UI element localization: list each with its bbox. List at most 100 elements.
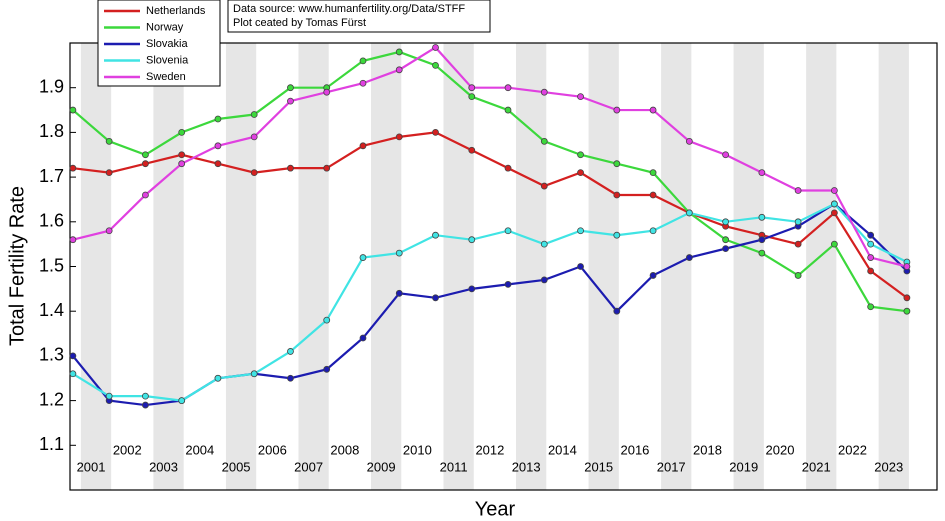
point <box>142 392 149 400</box>
point <box>178 128 186 136</box>
point <box>69 236 77 244</box>
annotation-box <box>227 0 491 33</box>
point <box>758 249 766 257</box>
x-tick-label: 2008 <box>330 442 359 457</box>
point <box>395 289 403 297</box>
point <box>577 169 584 177</box>
x-tick-label: 2010 <box>403 442 432 457</box>
x-tick-label: 2003 <box>149 459 178 474</box>
point <box>830 209 838 217</box>
x-tick-label: 2004 <box>185 442 214 457</box>
x-tick-label: 2002 <box>113 442 142 457</box>
point <box>395 133 403 141</box>
point <box>323 88 331 96</box>
x-tick-label: 2015 <box>584 459 613 474</box>
point <box>359 254 367 261</box>
year-band <box>80 43 112 490</box>
point <box>359 142 367 150</box>
legend-label: Norway <box>146 21 184 33</box>
point <box>250 133 258 141</box>
point <box>830 187 838 194</box>
point <box>142 151 149 159</box>
x-tick-label: 2007 <box>294 459 323 474</box>
point <box>323 164 331 172</box>
legend: Netherlands Norway Slovakia Slovenia Sweden <box>97 0 221 87</box>
point <box>613 191 621 199</box>
x-tick-label: 2017 <box>657 459 686 474</box>
point <box>395 48 403 56</box>
point <box>540 276 548 284</box>
y-tick-label: 1.1 <box>39 434 64 454</box>
point <box>903 294 911 302</box>
point <box>504 106 512 114</box>
point <box>613 307 621 315</box>
year-band <box>588 43 619 490</box>
point <box>540 137 548 145</box>
point <box>142 160 149 168</box>
legend-label: Slovakia <box>146 38 188 50</box>
point <box>577 263 584 270</box>
legend-label: Slovenia <box>146 54 189 66</box>
point <box>613 106 621 114</box>
series-line <box>72 202 908 402</box>
point <box>323 365 331 373</box>
point <box>504 84 512 92</box>
year-band <box>370 43 402 490</box>
point <box>69 370 77 378</box>
point <box>649 227 657 235</box>
point <box>504 164 512 172</box>
x-tick-label: 2023 <box>874 459 903 474</box>
series-line <box>72 46 908 268</box>
point <box>540 182 548 190</box>
x-tick-label: 2020 <box>766 442 795 457</box>
point <box>323 316 331 324</box>
point <box>830 240 838 248</box>
x-tick-label: 2013 <box>512 459 541 474</box>
point <box>649 106 657 114</box>
point <box>577 93 584 101</box>
point <box>649 169 657 177</box>
x-tick-label: 2022 <box>838 442 867 457</box>
x-tick-label: 2014 <box>548 442 577 457</box>
point <box>722 151 729 159</box>
point <box>105 392 113 400</box>
point <box>722 236 729 244</box>
y-tick-label: 1.8 <box>39 121 64 141</box>
point <box>794 218 802 226</box>
point <box>649 191 657 199</box>
point <box>287 97 294 105</box>
point <box>69 352 77 360</box>
annotation: Data source: www.humanfertility.org/Data… <box>233 3 465 15</box>
x-tick-label: 2001 <box>77 459 106 474</box>
point <box>142 401 149 409</box>
x-tick-label: 2009 <box>367 459 396 474</box>
point <box>613 160 621 168</box>
x-axis-title: Year <box>475 498 516 520</box>
x-tick-label: 2012 <box>475 442 504 457</box>
x-tick-label: 2005 <box>222 459 251 474</box>
point <box>468 285 476 293</box>
point <box>867 303 875 311</box>
x-tick-label: 2006 <box>258 442 287 457</box>
point <box>613 231 621 239</box>
x-tick-label: 2016 <box>620 442 649 457</box>
point <box>432 294 439 302</box>
y-tick-label: 1.7 <box>39 166 64 186</box>
point <box>758 213 766 221</box>
x-tick-label: 2018 <box>693 442 722 457</box>
point <box>105 137 113 145</box>
y-axis-title: Total Fertility Rate <box>6 186 28 346</box>
point <box>250 111 258 118</box>
point <box>432 128 439 136</box>
point <box>867 231 875 239</box>
point <box>214 160 222 168</box>
point <box>649 272 657 279</box>
point <box>685 254 693 261</box>
point <box>867 240 875 248</box>
point <box>105 227 113 235</box>
point <box>504 227 512 235</box>
point <box>794 240 802 248</box>
point <box>432 61 439 69</box>
point <box>359 334 367 342</box>
